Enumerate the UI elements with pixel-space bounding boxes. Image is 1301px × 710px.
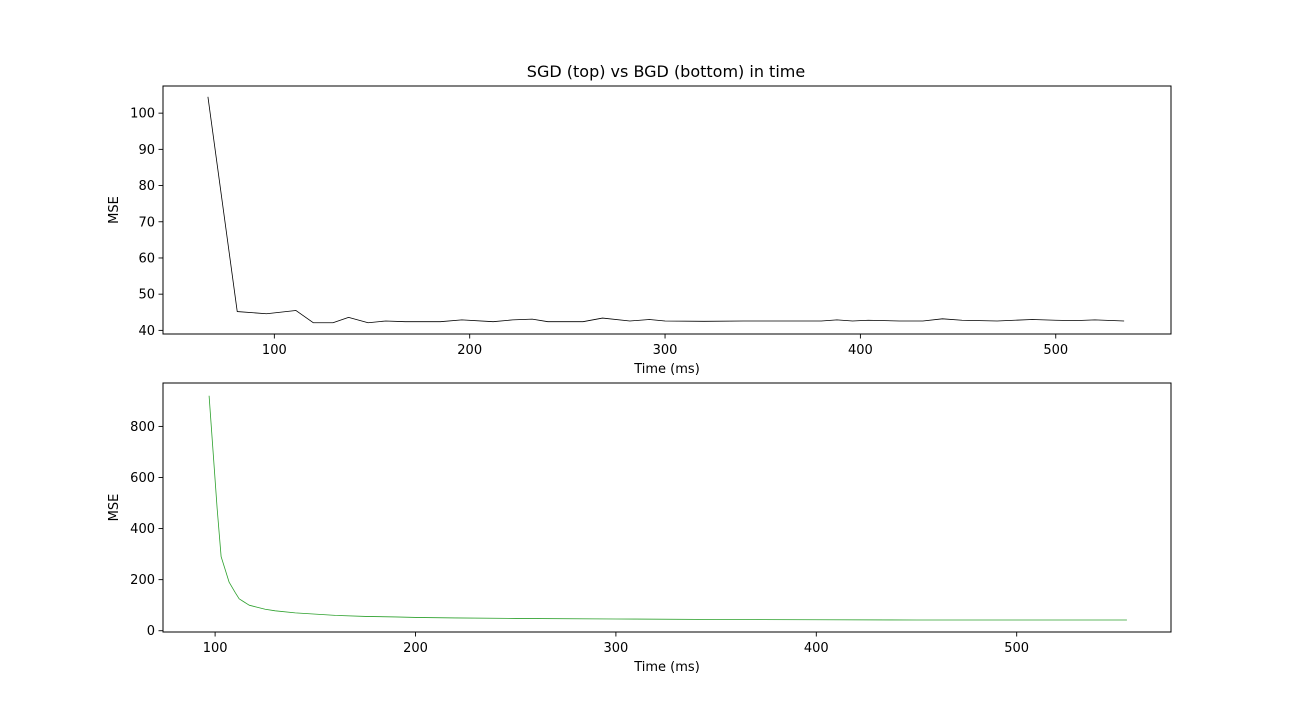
x-tick-label-top: 100 [262, 343, 287, 358]
x-tick-label-top: 500 [1043, 343, 1068, 358]
x-tick-label-bottom: 200 [403, 641, 428, 656]
chart-title: SGD (top) vs BGD (bottom) in time [527, 62, 805, 81]
plot-frame-top [162, 85, 1172, 335]
y-tick-label-bottom: 200 [130, 573, 155, 588]
axes-bottom: 100 200 300 400 500 0 200 400 600 800 Time (ms) MSE [107, 382, 1172, 675]
y-tick-label-bottom: 400 [130, 522, 155, 537]
axes-top: 100 200 300 400 500 40 50 60 70 80 90 100 Time (ms) M… [107, 85, 1172, 377]
y-tick-label-top: 80 [138, 179, 155, 194]
x-tick-label-bottom: 500 [1004, 641, 1029, 656]
y-tick-label-top: 50 [138, 288, 155, 303]
y-tick-label-top: 70 [138, 215, 155, 230]
x-tick-label-bottom: 100 [203, 641, 228, 656]
x-tick-label-top: 200 [457, 343, 482, 358]
charts: 100 200 300 400 500 40 50 60 70 80 90 100 Time (ms) M… [107, 85, 1172, 675]
y-tick-label-bottom: 600 [130, 471, 155, 486]
x-axis-label-top: Time (ms) [633, 362, 700, 377]
y-tick-label-top: 100 [130, 107, 155, 122]
y-tick-label-top: 40 [138, 324, 155, 339]
y-tick-label-bottom: 0 [147, 624, 155, 639]
y-tick-label-bottom: 800 [130, 420, 155, 435]
x-tick-label-top: 300 [653, 343, 678, 358]
x-tick-label-bottom: 400 [804, 641, 829, 656]
y-axis-label-bottom: MSE [107, 494, 122, 522]
x-tick-label-top: 400 [848, 343, 873, 358]
y-tick-label-top: 90 [138, 143, 155, 158]
plot-frame-bottom [162, 382, 1172, 633]
y-tick-label-top: 60 [138, 251, 155, 266]
x-tick-label-bottom: 300 [603, 641, 628, 656]
series-line-bottom-0 [208, 395, 1127, 621]
y-axis-label-top: MSE [107, 196, 122, 224]
x-axis-label-bottom: Time (ms) [633, 660, 700, 675]
series-line-top-0 [207, 96, 1125, 324]
